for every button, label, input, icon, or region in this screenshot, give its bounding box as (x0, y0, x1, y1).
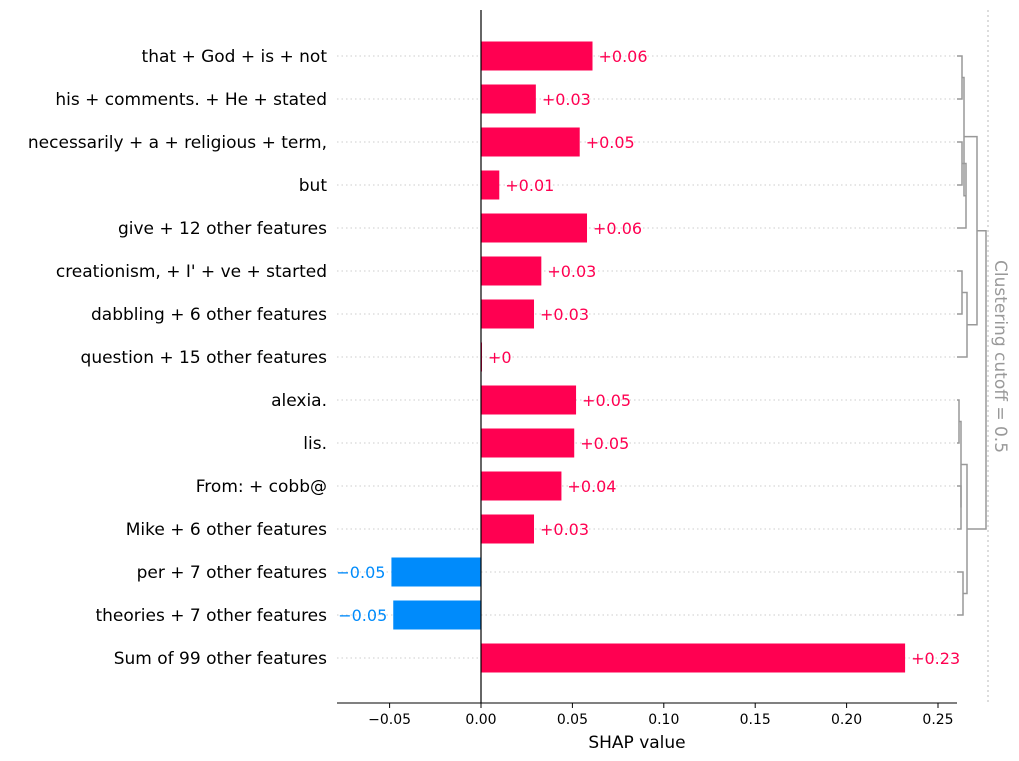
bar (481, 514, 535, 544)
tick-label: 0.15 (740, 712, 771, 728)
bar (481, 256, 542, 286)
data-label: +0.03 (547, 262, 596, 281)
category-label: necessarily + a + religious + term, (28, 133, 327, 153)
data-label: +0.06 (593, 219, 642, 238)
category-label: Mike + 6 other features (126, 520, 327, 540)
tick-label: 0.10 (648, 712, 679, 728)
bar (481, 170, 500, 200)
data-label: −0.05 (338, 606, 387, 625)
data-label: +0.03 (540, 520, 589, 539)
category-label: creationism, + I' + ve + started (56, 262, 327, 282)
data-label: +0.03 (542, 90, 591, 109)
category-label: question + 15 other features (81, 348, 328, 368)
dendrogram-branch (957, 55, 963, 100)
tick-label: 0.00 (465, 712, 496, 728)
clustering-cutoff-label: Clustering cutoff = 0.5 (990, 260, 1010, 453)
dendrogram-branch (957, 270, 963, 315)
x-axis-title: SHAP value (588, 733, 685, 753)
category-label: Sum of 99 other features (114, 649, 327, 669)
dendrogram-branch (957, 571, 964, 616)
x-axis-ticks: −0.05 0.00 0.05 0.10 0.15 0.20 0.25 (368, 703, 954, 728)
category-label: alexia. (271, 391, 327, 411)
bar (481, 299, 535, 329)
data-label: −0.05 (336, 563, 385, 582)
tick-label: −0.05 (368, 712, 411, 728)
bar (481, 213, 588, 243)
dendrogram-branch (961, 463, 968, 595)
category-label: theories + 7 other features (95, 606, 327, 626)
bar (481, 643, 906, 673)
category-label: From: + cobb@ (196, 477, 327, 497)
bars: that + God + is + not +0.06 his + comments… (28, 41, 960, 673)
bar (481, 428, 575, 458)
category-label: dabbling + 6 other features (91, 305, 327, 325)
data-label: +0.05 (582, 391, 631, 410)
bar (393, 600, 481, 630)
bar (481, 385, 577, 415)
data-label: +0 (488, 348, 512, 367)
dendrogram-branch (967, 229, 987, 530)
category-label: that + God + is + not (142, 47, 328, 67)
data-label: +0.03 (540, 305, 589, 324)
dendrogram-branch (957, 141, 963, 186)
data-label: +0.01 (505, 176, 554, 195)
data-label: +0.05 (586, 133, 635, 152)
bar (481, 127, 580, 157)
data-label: +0.06 (599, 47, 648, 66)
bar (391, 557, 481, 587)
category-label: but (299, 176, 328, 196)
dendrogram-branch (957, 399, 960, 444)
data-label: +0.04 (567, 477, 616, 496)
tick-label: 0.05 (557, 712, 588, 728)
bar (481, 84, 536, 114)
category-label: per + 7 other features (137, 563, 328, 583)
category-label: his + comments. + He + stated (55, 90, 327, 110)
clustering-dendrogram (957, 55, 987, 616)
bar (481, 41, 593, 71)
tick-label: 0.20 (831, 712, 862, 728)
category-label: give + 12 other features (118, 219, 327, 239)
bar (481, 471, 562, 501)
category-label: lis. (303, 434, 327, 454)
data-label: +0.23 (911, 649, 960, 668)
dendrogram-branch (959, 420, 962, 508)
tick-label: 0.25 (922, 712, 953, 728)
data-label: +0.05 (580, 434, 629, 453)
